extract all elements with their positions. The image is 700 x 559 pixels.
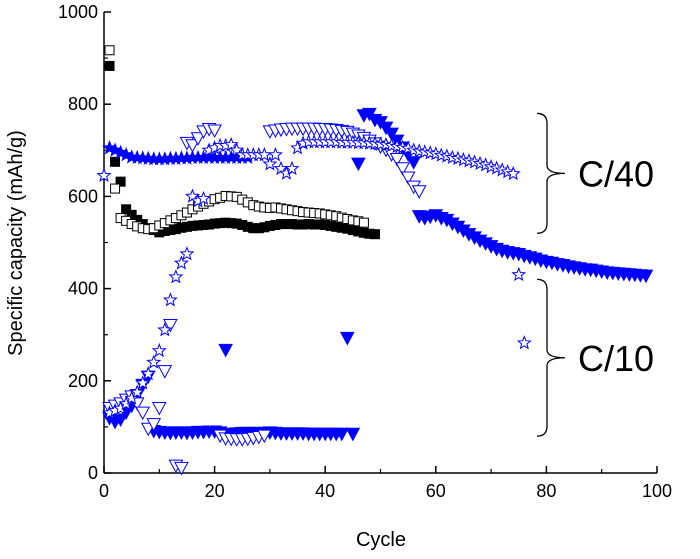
marker-triangle-down-open xyxy=(146,418,162,432)
y-tick-label: 600 xyxy=(68,186,98,206)
marker-triangle-down-open xyxy=(400,171,416,186)
marker-star-open xyxy=(284,160,300,176)
brace-c40 xyxy=(536,112,566,234)
y-tick-label: 0 xyxy=(88,463,98,483)
marker-star-open xyxy=(140,366,156,381)
marker-star-open xyxy=(151,342,167,358)
marker-triangle-down-open xyxy=(157,365,173,379)
marker-square-filled xyxy=(369,229,380,240)
marker-star-open xyxy=(96,167,112,182)
marker-square-open xyxy=(358,217,369,228)
marker-square-filled xyxy=(121,204,132,215)
marker-square-open xyxy=(110,183,121,194)
marker-triangle-down-open xyxy=(395,162,410,176)
marker-star-open xyxy=(162,292,178,307)
marker-star-open xyxy=(223,136,239,152)
x-tick-label: 80 xyxy=(536,481,556,501)
marker-triangle-down-open xyxy=(185,139,200,153)
x-tick-label: 100 xyxy=(642,481,672,501)
marker-star-open xyxy=(511,266,527,282)
marker-triangle-down-filled xyxy=(406,156,422,170)
y-tick-label: 1000 xyxy=(58,2,98,22)
marker-triangle-down-open xyxy=(190,132,206,146)
y-tick-label: 200 xyxy=(68,371,98,391)
data-marks xyxy=(96,45,654,476)
marker-triangle-down-filled xyxy=(345,427,361,442)
marker-square-filled xyxy=(104,60,115,71)
marker-triangle-down-open xyxy=(207,124,222,138)
marker-triangle-down-open xyxy=(151,401,167,416)
marker-star-open xyxy=(196,190,211,206)
marker-triangle-down-filled xyxy=(384,127,399,142)
marker-star-open xyxy=(146,354,162,369)
x-tick-label: 60 xyxy=(426,481,446,501)
y-axis-label: Specific capacity (mAh/g) xyxy=(5,130,27,356)
rate-label-c10: C/10 xyxy=(578,338,654,379)
marker-star-open xyxy=(173,255,189,270)
y-tick-label: 400 xyxy=(68,279,98,299)
marker-triangle-down-open xyxy=(135,406,151,421)
y-tick-label: 800 xyxy=(68,94,98,114)
marker-star-open xyxy=(516,335,532,350)
x-tick-label: 0 xyxy=(99,481,109,501)
marker-triangle-down-filled xyxy=(638,269,654,284)
marker-star-open xyxy=(262,156,278,171)
rate-label-c40: C/40 xyxy=(578,153,654,194)
marker-star-open xyxy=(267,147,283,162)
marker-star-open xyxy=(179,246,195,261)
annotations: C/40 C/10 xyxy=(536,112,654,437)
marker-triangle-down-open xyxy=(389,153,405,167)
marker-star-open xyxy=(135,375,151,390)
marker-triangle-down-filled xyxy=(113,413,128,428)
marker-star-open xyxy=(168,269,184,284)
marker-star-open xyxy=(505,165,521,181)
x-tick-label: 20 xyxy=(205,481,225,501)
marker-triangle-down-open xyxy=(174,461,189,476)
x-tick-label: 40 xyxy=(315,481,335,501)
x-axis-label: Cycle xyxy=(356,529,406,551)
marker-star-open xyxy=(129,384,145,399)
marker-star-open xyxy=(157,322,173,337)
marker-triangle-down-filled xyxy=(339,331,355,346)
marker-square-filled xyxy=(110,156,121,167)
brace-c10 xyxy=(536,278,566,437)
marker-triangle-down-filled xyxy=(334,427,350,442)
marker-triangle-down-filled xyxy=(218,343,233,358)
marker-triangle-down-open xyxy=(257,429,272,444)
marker-square-filled xyxy=(115,176,126,187)
marker-square-open xyxy=(104,45,115,56)
marker-triangle-down-open xyxy=(163,318,178,333)
marker-triangle-down-open xyxy=(411,185,427,199)
marker-triangle-down-filled xyxy=(351,157,366,172)
